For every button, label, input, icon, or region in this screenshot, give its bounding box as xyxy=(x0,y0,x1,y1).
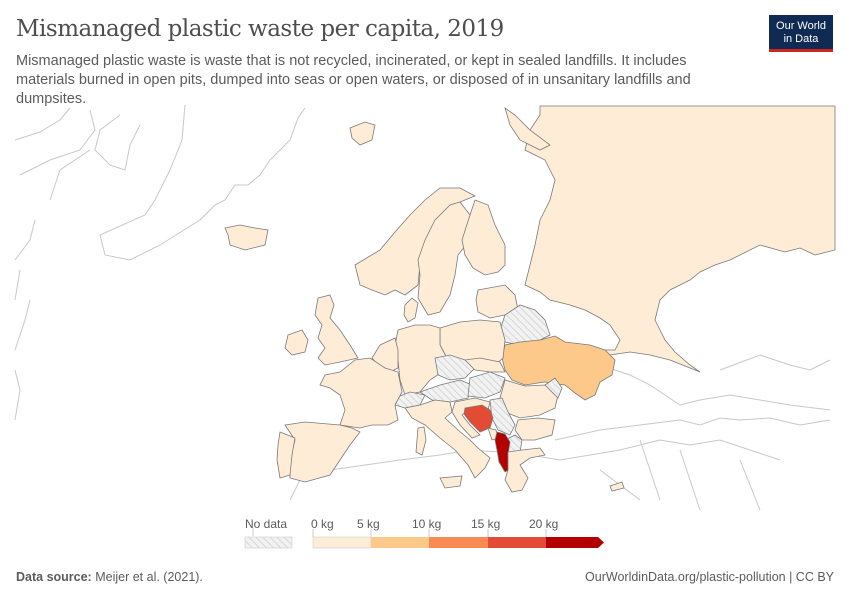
country-iceland xyxy=(224,224,269,251)
legend-bin-4 xyxy=(546,537,604,548)
source-url[interactable]: OurWorldinData.org/plastic-pollution | C… xyxy=(585,570,834,584)
owid-logo[interactable]: Our World in Data xyxy=(769,15,833,52)
country-ireland xyxy=(284,329,309,356)
legend-tick-4: 20 kg xyxy=(529,517,559,531)
legend-tick-0: 0 kg xyxy=(311,517,334,531)
country-slovakia xyxy=(464,357,506,373)
country-denmark xyxy=(403,297,419,323)
logo-line-1: Our World xyxy=(776,20,826,32)
legend-no-data-swatch xyxy=(244,536,293,549)
country-hungary xyxy=(467,371,506,399)
country-finland xyxy=(461,199,506,276)
legend-tick-3: 15 kg xyxy=(471,517,501,531)
country-cyprus xyxy=(609,481,625,492)
data-source-label: Data source: xyxy=(16,570,92,584)
country-spain xyxy=(284,421,361,483)
chart-subtitle: Mismanaged plastic waste is waste that i… xyxy=(16,53,691,107)
legend-tick-2: 10 kg xyxy=(412,517,442,531)
legend: No data 0 kg 5 kg 10 kg 15 kg 20 kg xyxy=(240,515,620,555)
choropleth-map[interactable] xyxy=(0,100,850,510)
logo-line-2: in Data xyxy=(783,33,819,45)
country-czechia xyxy=(434,354,476,381)
legend-no-data-label: No data xyxy=(245,517,288,531)
country-italy xyxy=(404,399,491,479)
legend-bin-3 xyxy=(488,537,546,548)
country-sicily xyxy=(439,475,463,489)
country-moldova xyxy=(544,377,563,399)
country-greece xyxy=(504,447,546,493)
country-serbia xyxy=(489,397,516,436)
data-source: Data source: Meijer et al. (2021). xyxy=(16,570,203,584)
country-bulgaria xyxy=(514,417,556,441)
legend-tick-1: 5 kg xyxy=(357,517,380,531)
data-source-value[interactable]: Meijer et al. (2021). xyxy=(95,570,203,584)
country-russia xyxy=(524,105,836,373)
country-svalbard xyxy=(349,121,376,146)
legend-bin-1 xyxy=(371,537,429,548)
legend-bin-2 xyxy=(429,537,488,548)
country-russia-islands xyxy=(504,107,551,151)
legend-swatches xyxy=(244,528,604,549)
legend-bin-0 xyxy=(312,536,372,549)
chart-title: Mismanaged plastic waste per capita, 201… xyxy=(16,16,504,42)
country-ukraine xyxy=(501,335,616,401)
country-sardinia xyxy=(415,426,427,456)
country-uk xyxy=(314,294,359,366)
country-portugal xyxy=(276,431,296,479)
countries xyxy=(224,105,836,493)
country-france xyxy=(319,357,403,429)
country-austria xyxy=(419,379,473,403)
country-bosnia xyxy=(463,404,494,433)
